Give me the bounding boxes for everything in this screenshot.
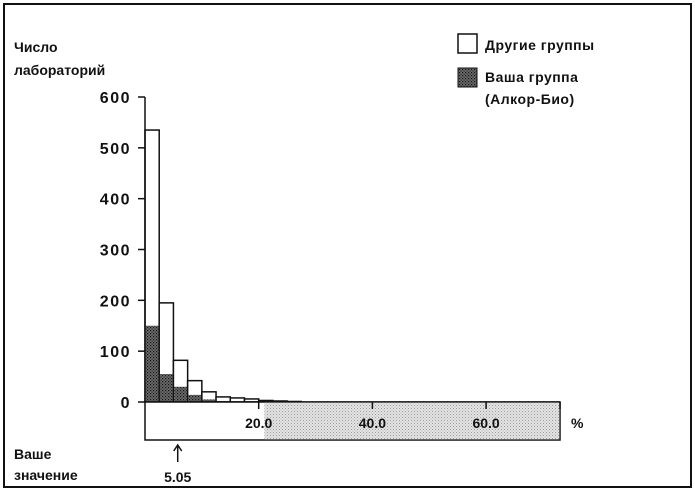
bar-your-group bbox=[202, 399, 216, 402]
y-tick-label: 300 bbox=[100, 243, 131, 260]
bar-your-group bbox=[145, 325, 159, 402]
legend-label-your-group-line-2: (Алкор-Био) bbox=[485, 91, 575, 107]
y-tick-label: 400 bbox=[100, 192, 131, 209]
your-value-marker: 5.05 bbox=[164, 443, 192, 485]
legend-swatch-other-groups bbox=[457, 33, 478, 54]
bar-your-group bbox=[174, 386, 187, 402]
range-bar-shaded bbox=[264, 402, 560, 440]
legend-label-other-groups: Другие группы bbox=[485, 37, 595, 53]
y-tick-label: 500 bbox=[100, 141, 131, 158]
up-arrow-icon bbox=[173, 443, 183, 452]
y-tick-label: 200 bbox=[100, 293, 131, 310]
marker-label-line-2: значение bbox=[14, 467, 78, 483]
legend-swatch-your-group bbox=[457, 67, 478, 88]
x-tick-label: 40.0 bbox=[359, 415, 386, 431]
x-axis-unit: % bbox=[571, 415, 584, 431]
legend-label-your-group-line-1: Ваша группа bbox=[485, 69, 578, 85]
x-ticks: 20.0 40.0 60.0 bbox=[245, 402, 561, 431]
y-axis-label-line-2: лабораторий bbox=[14, 62, 105, 78]
y-tick-label: 100 bbox=[100, 344, 131, 361]
y-axis-label-line-1: Число bbox=[14, 39, 58, 55]
bar-your-group bbox=[188, 394, 202, 402]
y-tick-label: 0 bbox=[121, 395, 131, 412]
bar-your-group bbox=[159, 374, 173, 402]
y-ticks: 0 100 200 300 400 500 600 bbox=[100, 90, 145, 412]
x-range-bar bbox=[144, 401, 561, 441]
marker-value: 5.05 bbox=[164, 469, 191, 485]
marker-label-line-1: Ваше bbox=[14, 446, 52, 462]
x-tick-label: 60.0 bbox=[472, 415, 499, 431]
x-tick-label: 20.0 bbox=[245, 415, 272, 431]
y-tick-label: 600 bbox=[100, 90, 131, 107]
